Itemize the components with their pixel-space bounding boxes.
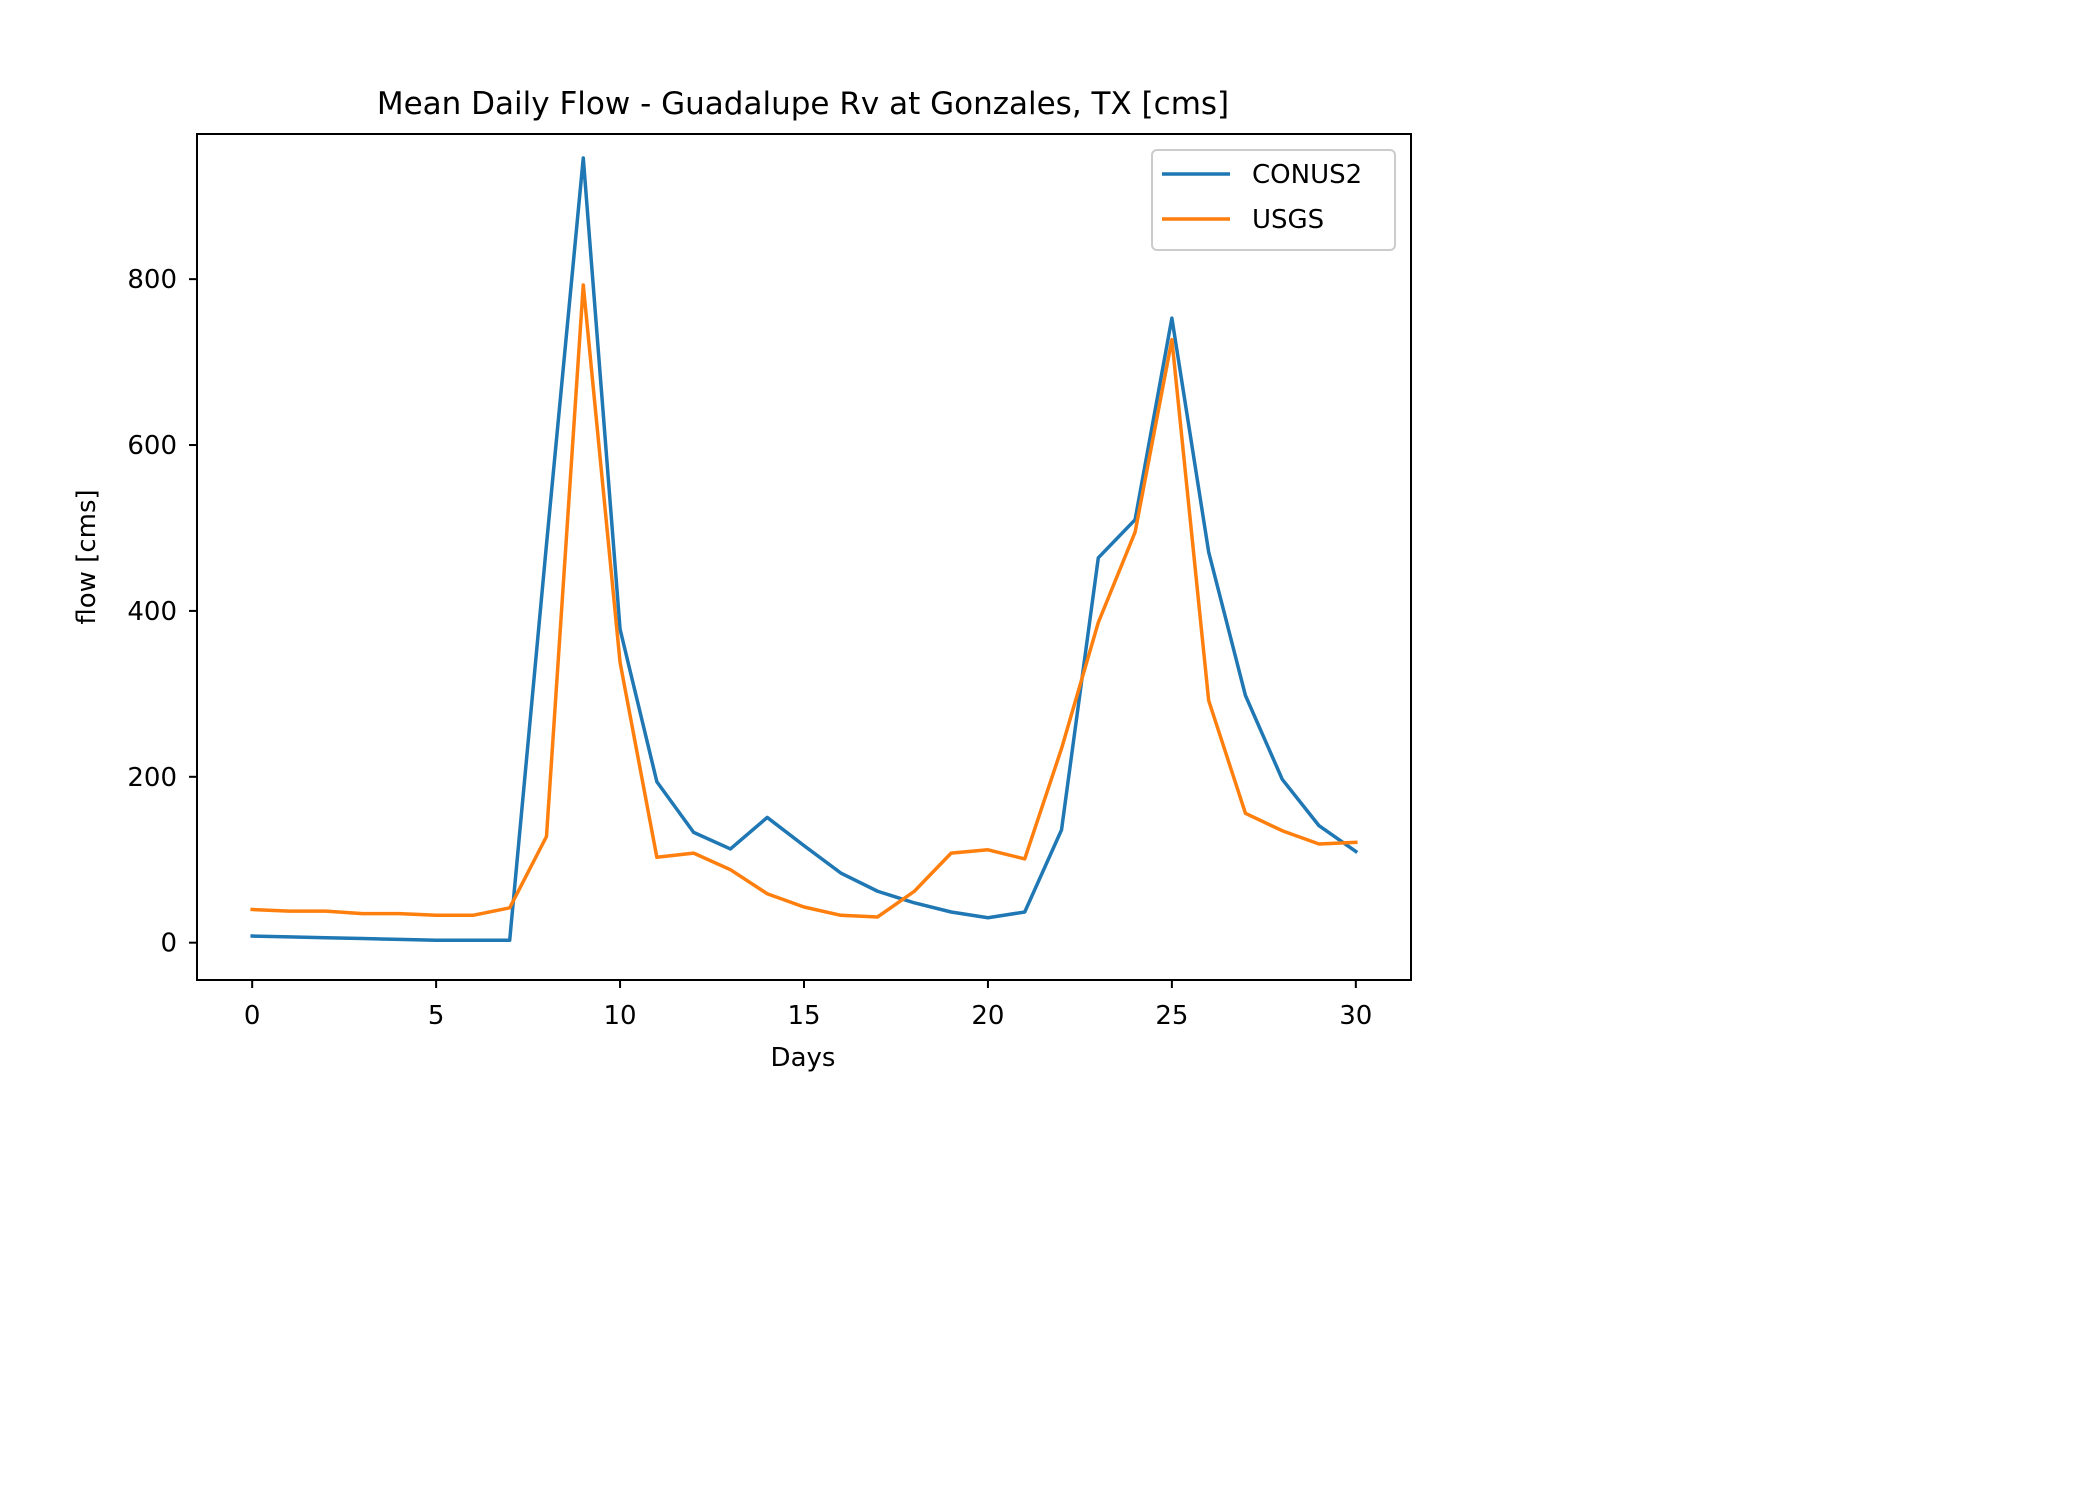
x-axis-ticks: 0 5 10 15 20 25 30	[244, 980, 1372, 1031]
series-line-conus2	[250, 156, 1359, 942]
x-axis-label: Days	[771, 1043, 836, 1073]
legend: CONUS2 USGS	[1151, 149, 1396, 251]
series-layer	[250, 156, 1359, 942]
y-tick-label: 200	[127, 763, 177, 793]
x-tick-label: 15	[787, 1001, 820, 1031]
plot-area-frame	[196, 133, 1412, 981]
chart-figure: Mean Daily Flow - Guadalupe Rv at Gonzal…	[72, 86, 1412, 1073]
y-axis-label: flow [cms]	[72, 489, 102, 624]
y-tick-label: 0	[160, 929, 177, 959]
x-tick-label: 5	[428, 1001, 445, 1031]
y-tick-label: 800	[127, 265, 177, 295]
x-tick-label: 10	[604, 1001, 637, 1031]
x-tick-label: 0	[244, 1001, 261, 1031]
x-tick-label: 30	[1339, 1001, 1372, 1031]
chart-title: Mean Daily Flow - Guadalupe Rv at Gonzal…	[377, 86, 1229, 122]
y-tick-label: 600	[127, 431, 177, 461]
y-axis-ticks: 0 200 400 600 800	[127, 265, 197, 959]
y-tick-label: 400	[127, 597, 177, 627]
x-tick-label: 25	[1155, 1001, 1188, 1031]
legend-label-usgs: USGS	[1252, 205, 1324, 235]
legend-label-conus2: CONUS2	[1252, 160, 1362, 190]
series-line-usgs	[250, 283, 1358, 919]
x-tick-label: 20	[971, 1001, 1004, 1031]
